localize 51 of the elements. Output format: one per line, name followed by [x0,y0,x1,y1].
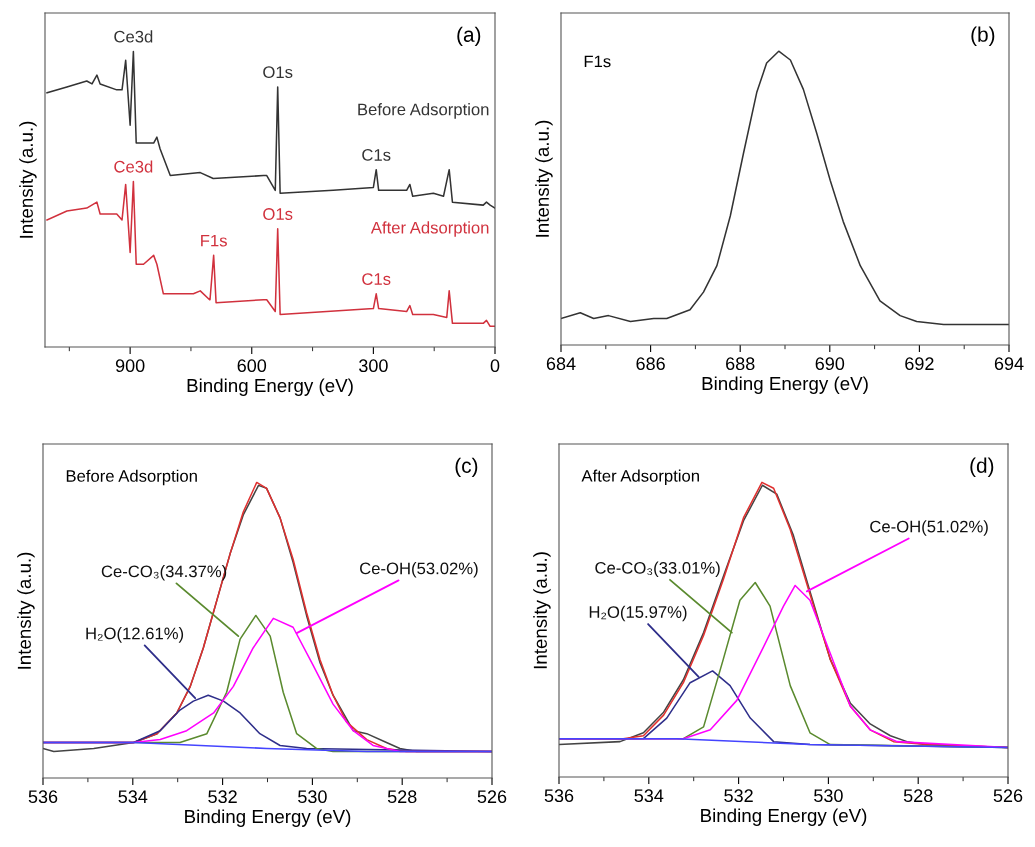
annotation: Ce-OH(51.02%) [870,520,988,536]
text: (d) [970,457,994,478]
annotation: Ce3d [114,160,153,173]
x-axis-title: Binding Energy (eV) [185,809,351,827]
x-axis-title: Binding Energy (eV) [701,808,867,826]
x-tick-label: 526 [993,789,1023,803]
annotation: H₂O(12.61%) [86,627,184,643]
x-tick-label: 600 [237,359,267,373]
x-tick-label: 532 [724,789,753,803]
y-axis-title: Intensity (a.u.) [17,552,35,669]
x-tick-label: 536 [28,790,58,804]
text: (c) [455,457,478,478]
x-tick-label: 688 [726,357,755,371]
annotation: Before Adsorption [66,469,197,486]
y-axis-title: Intensity (a.u.) [535,120,553,237]
x-tick-label: 526 [477,790,507,804]
x-tick-label: 900 [115,359,145,373]
x-axis-title: Binding Energy (eV) [187,378,353,396]
x-tick-label: 0 [490,359,500,373]
annotation: F1s [584,55,611,68]
x-tick-label: 684 [546,357,576,371]
text: (b) [971,26,995,46]
annotation: F1s [201,234,227,247]
x-tick-label: 530 [298,790,327,804]
x-tick-label: 692 [905,357,934,371]
x-tick-label: 532 [208,790,237,804]
x-tick-label: 536 [544,789,574,803]
x-tick-label: 694 [994,357,1024,371]
x-tick-label: 528 [387,790,417,804]
y-axis-title: Intensity (a.u.) [533,552,551,669]
x-tick-label: 690 [815,357,845,371]
annotation: O1s [263,66,293,79]
annotation: Ce-OH(53.02%) [360,562,478,578]
annotation: O1s [263,208,293,220]
x-tick-label: 686 [636,357,665,371]
x-tick-label: 300 [359,359,388,373]
x-axis-title: Binding Energy (eV) [702,376,868,394]
y-axis-title: Intensity (a.u.) [19,121,37,238]
annotation: C1s [362,273,391,285]
x-tick-label: 530 [814,789,843,803]
text: (a) [457,26,481,47]
text: After Adsorption [370,221,489,237]
x-tick-label: 534 [634,789,664,803]
text: Before Adsorption [358,103,489,119]
annotation: Ce3d [114,30,153,43]
annotation: C1s [362,149,391,161]
annotation: H₂O(15.97%) [589,605,687,622]
annotation: After Adsorption [581,469,699,486]
x-tick-label: 528 [903,789,933,803]
x-tick-label: 534 [118,790,148,804]
annotation: Ce-CO₃(33.01%) [595,561,720,578]
